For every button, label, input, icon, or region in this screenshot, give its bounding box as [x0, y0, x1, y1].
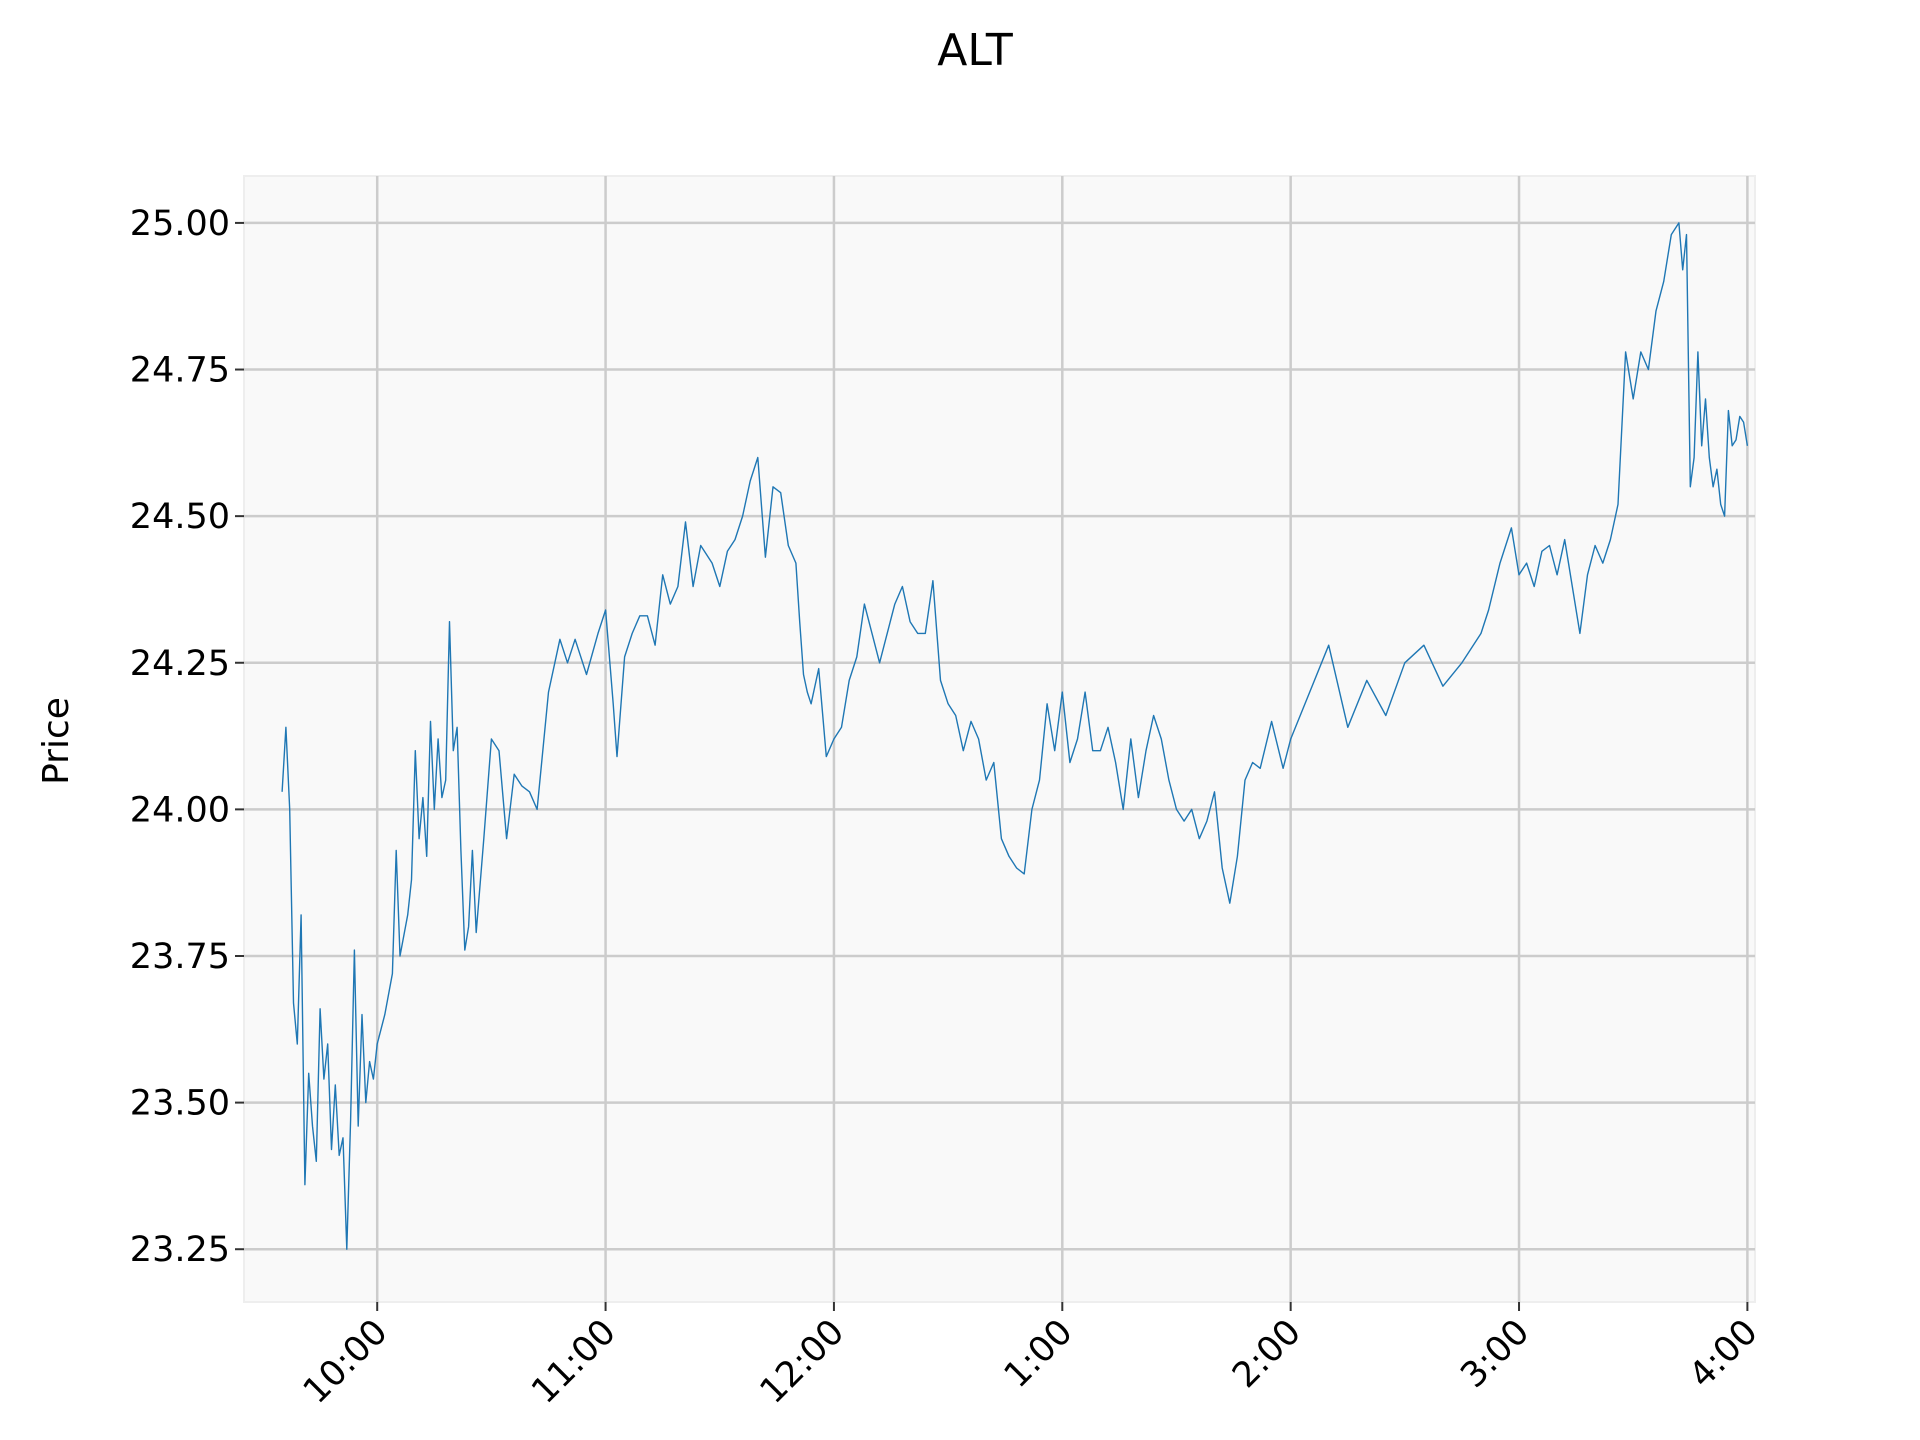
x-tick-label: 10:00 [296, 1312, 396, 1412]
x-tick-label: 2:00 [1225, 1312, 1309, 1396]
price-series-line [281, 222, 1749, 1250]
x-tick-label: 4:00 [1682, 1312, 1766, 1396]
plot-area [243, 175, 1756, 1303]
x-tick-label: 1:00 [997, 1312, 1081, 1396]
y-tick-label: 24.75 [130, 351, 230, 391]
y-tick-label: 25.00 [130, 204, 230, 244]
y-tick-label: 24.00 [130, 790, 230, 830]
series-layer [281, 222, 1749, 1250]
y-tick-label: 23.25 [130, 1230, 230, 1270]
x-tick-label: 12:00 [753, 1312, 853, 1412]
y-tick-label: 24.25 [130, 644, 230, 684]
x-tick-label: 3:00 [1454, 1312, 1538, 1396]
y-tick-label: 23.75 [130, 937, 230, 977]
x-tick-label: 11:00 [524, 1312, 624, 1412]
y-axis-label: Price [36, 697, 77, 785]
chart-title: ALT [937, 25, 1013, 76]
y-tick-label: 23.50 [130, 1084, 230, 1124]
y-tick-label: 24.50 [130, 497, 230, 537]
